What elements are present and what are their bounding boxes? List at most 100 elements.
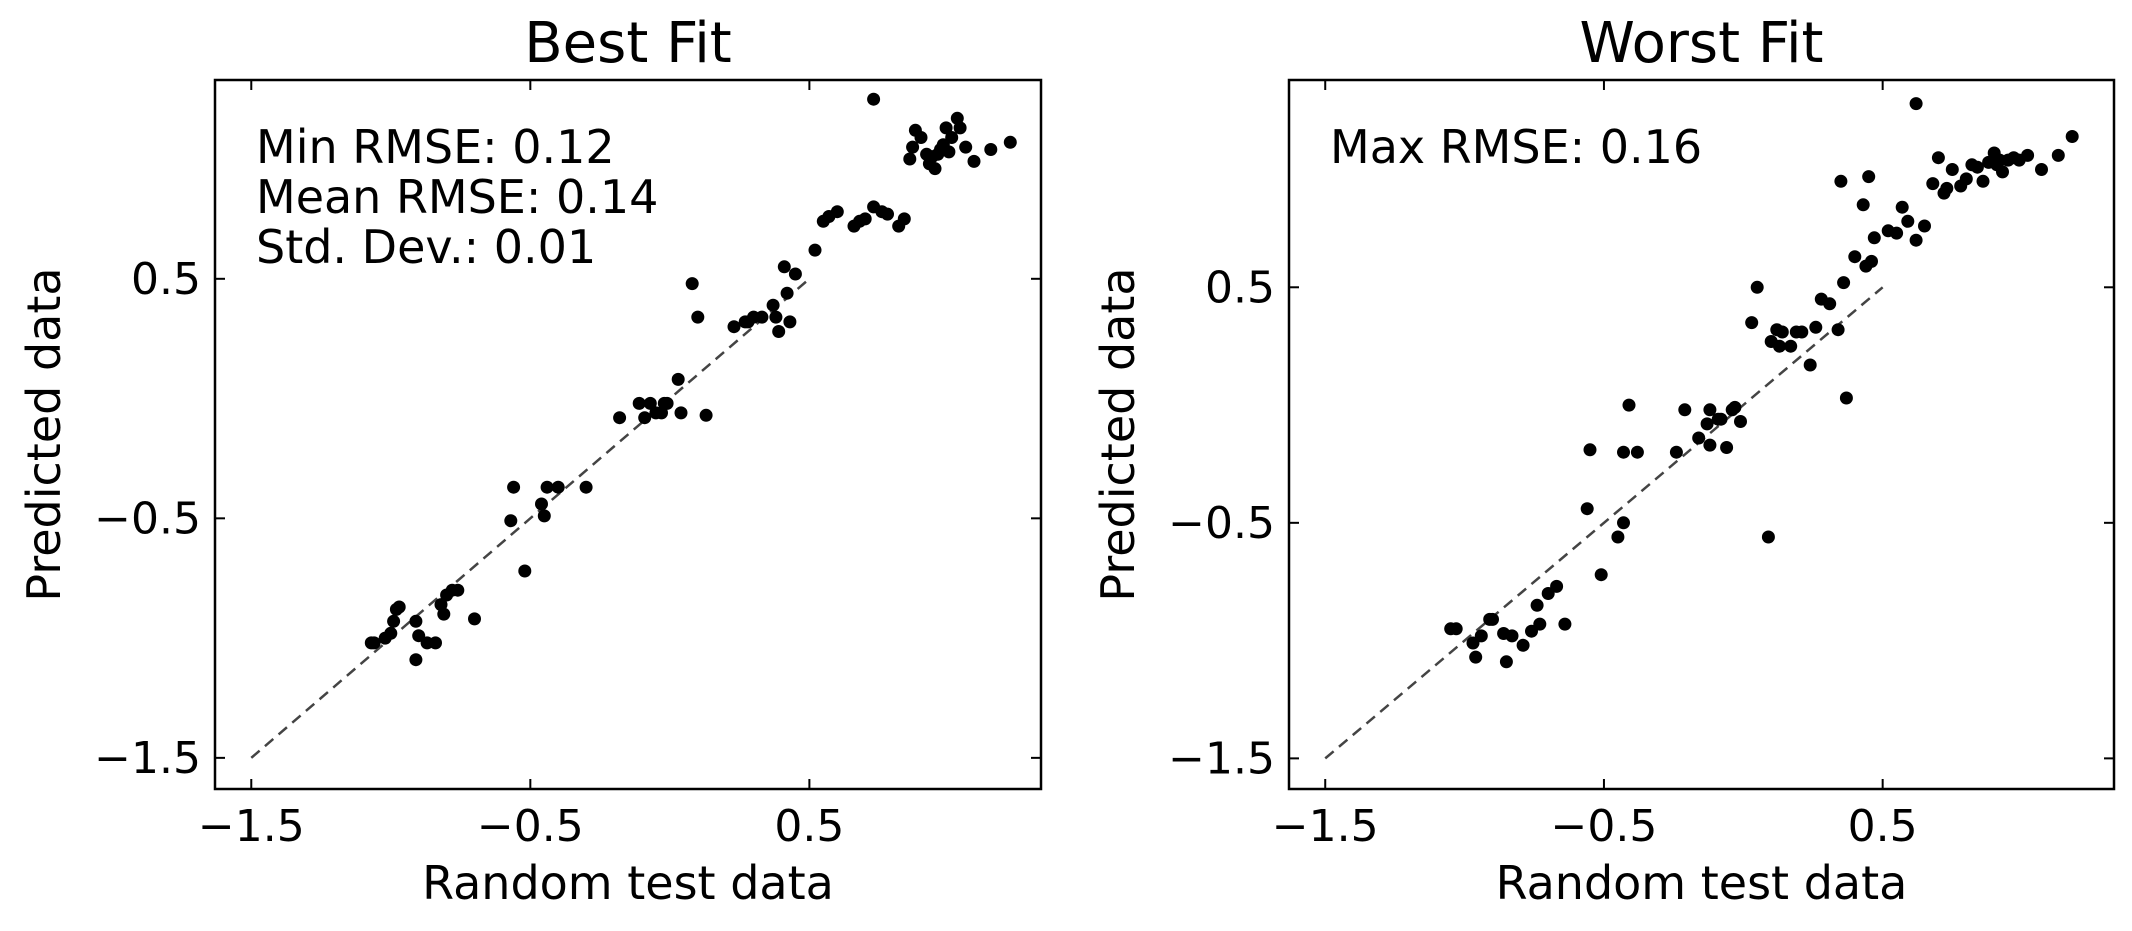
plot-frame [213, 78, 1043, 791]
data-point [1720, 441, 1734, 454]
data-point [881, 207, 894, 221]
data-point [660, 396, 674, 410]
data-point [1703, 438, 1717, 452]
data-point [638, 411, 652, 425]
data-point [1617, 445, 1630, 459]
data-point [1837, 276, 1851, 290]
data-point [1795, 325, 1809, 339]
data-point [897, 212, 911, 226]
reference-line [250, 277, 811, 759]
data-point [409, 614, 423, 628]
data-point [1617, 516, 1630, 530]
y-tick-label: −0.5 [94, 493, 201, 544]
x-axis-label: Random test data [422, 856, 834, 910]
data-point [1449, 622, 1463, 636]
data-point [1823, 297, 1837, 311]
data-point [1865, 254, 1878, 268]
data-point [903, 152, 917, 166]
data-point [1803, 358, 1817, 372]
data-point [1761, 530, 1775, 544]
data-point [906, 140, 920, 154]
data-point [1931, 151, 1945, 165]
data-point [1669, 445, 1683, 459]
data-point [671, 372, 685, 386]
data-point [783, 315, 797, 329]
data-point [984, 143, 998, 156]
y-tick-label: 0.5 [1205, 262, 1275, 313]
data-point [1499, 655, 1513, 669]
data-point [1848, 250, 1862, 264]
data-point [1703, 403, 1717, 417]
data-point [613, 411, 627, 425]
x-axis-label: Random test data [1496, 856, 1908, 910]
data-point [1901, 214, 1915, 228]
data-point [1895, 200, 1909, 214]
data-point [1583, 443, 1597, 457]
data-point [699, 408, 713, 422]
data-point [1890, 226, 1904, 240]
rmse-annotation: Std. Dev.: 0.01 [256, 220, 596, 274]
data-point [1516, 638, 1530, 652]
data-point [1909, 233, 1923, 247]
data-point [540, 480, 554, 494]
data-point [928, 162, 942, 176]
data-point [1611, 530, 1625, 544]
reference-line [1324, 286, 1884, 760]
data-point [551, 480, 565, 494]
data-point [579, 480, 593, 494]
data-point [674, 406, 688, 420]
data-point [939, 121, 953, 135]
data-point [945, 131, 959, 144]
data-point [1692, 431, 1706, 445]
data-point [507, 480, 521, 494]
data-point [1558, 617, 1572, 631]
data-point [643, 396, 657, 410]
chart-title: Worst Fit [1580, 11, 1824, 76]
data-point [769, 310, 783, 324]
data-point [1474, 629, 1488, 643]
data-point [727, 320, 741, 334]
y-tick-label: 0.5 [131, 254, 201, 305]
data-point [830, 205, 844, 219]
data-point [1533, 617, 1547, 631]
data-point [1940, 181, 1954, 195]
data-point [1831, 323, 1845, 337]
data-point [1622, 398, 1636, 412]
data-point [685, 277, 699, 291]
x-tick-label: 0.5 [774, 801, 844, 852]
data-point [429, 636, 442, 650]
data-point [788, 267, 802, 281]
x-tick-label: 0.5 [1848, 801, 1918, 852]
data-point [772, 325, 786, 338]
data-point [1959, 172, 1973, 186]
data-point [766, 298, 780, 312]
rmse-annotation: Min RMSE: 0.12 [256, 120, 615, 174]
data-point [967, 154, 981, 168]
data-point [1918, 219, 1931, 233]
data-point [1734, 415, 1747, 428]
data-point [632, 396, 646, 410]
data-point [392, 600, 406, 614]
x-tick-label: −1.5 [198, 801, 305, 852]
data-point [914, 131, 928, 144]
data-point [1945, 163, 1959, 176]
data-point [1530, 598, 1544, 612]
data-point [953, 121, 967, 135]
data-point [1976, 174, 1990, 188]
data-point [1809, 320, 1823, 334]
data-point [780, 286, 794, 300]
data-point [1714, 412, 1728, 426]
data-point [504, 514, 518, 528]
y-tick-label: −0.5 [1168, 498, 1275, 549]
data-point [942, 145, 956, 159]
data-point [2021, 148, 2035, 162]
data-point [1909, 97, 1923, 111]
rmse-annotation: Mean RMSE: 0.14 [256, 170, 658, 224]
data-point [537, 509, 551, 523]
rmse-annotation: Max RMSE: 0.16 [1330, 120, 1702, 174]
data-point [1580, 502, 1594, 516]
data-point [867, 92, 881, 106]
data-point [2051, 148, 2065, 162]
data-point [1678, 403, 1692, 417]
